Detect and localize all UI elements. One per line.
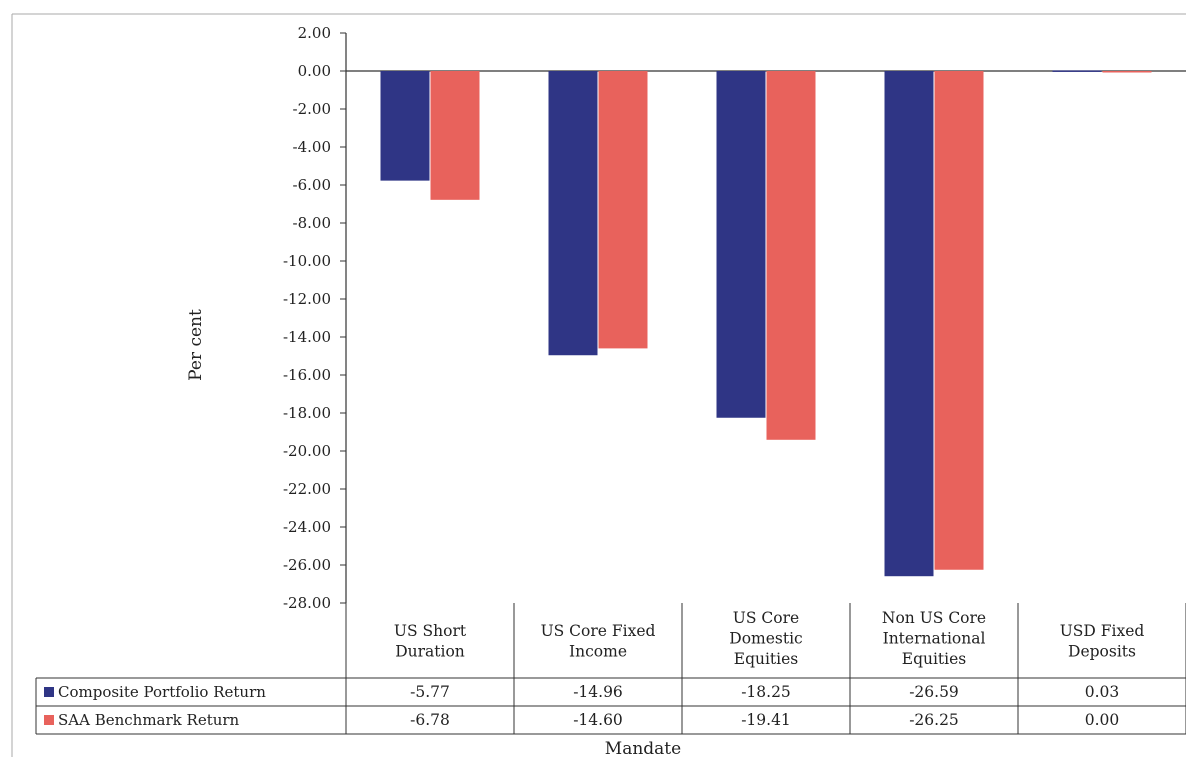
y-tick-label: -18.00 <box>283 404 331 422</box>
data-label: -5.77 <box>410 683 450 701</box>
x-tick-label: Equities <box>902 650 967 668</box>
x-tick-label: Income <box>569 643 627 661</box>
data-label: -26.25 <box>909 711 959 729</box>
x-axis-title: Mandate <box>605 739 681 757</box>
benchmark-bar-1 <box>598 71 648 349</box>
composite-bar-3 <box>884 71 934 577</box>
benchmark-bar-0 <box>430 71 480 200</box>
y-tick-label: -26.00 <box>283 556 331 574</box>
y-axis-title: Per cent <box>186 309 206 381</box>
data-label: -26.59 <box>909 683 959 701</box>
x-tick-label: Equities <box>734 650 799 668</box>
y-tick-label: -14.00 <box>283 328 331 346</box>
legend-label: SAA Benchmark Return <box>58 711 240 729</box>
y-tick-label: 0.00 <box>298 62 331 80</box>
benchmark-bar-3 <box>934 71 984 570</box>
x-tick-label: USD Fixed <box>1060 622 1145 640</box>
data-label: -18.25 <box>741 683 791 701</box>
y-tick-label: -2.00 <box>293 100 331 118</box>
legend-label: Composite Portfolio Return <box>58 683 266 701</box>
x-tick-label: Deposits <box>1068 643 1136 661</box>
x-tick-label: Domestic <box>729 630 802 648</box>
composite-bar-2 <box>716 71 766 418</box>
x-tick-label: Non US Core <box>882 609 986 627</box>
composite-bar-1 <box>548 71 598 356</box>
y-tick-label: -6.00 <box>293 176 331 194</box>
y-tick-label: -10.00 <box>283 252 331 270</box>
x-tick-label: Duration <box>395 643 465 661</box>
y-tick-label: -4.00 <box>293 138 331 156</box>
x-tick-label: International <box>883 630 986 648</box>
x-tick-label: US Short <box>394 622 467 640</box>
y-tick-label: -16.00 <box>283 366 331 384</box>
data-label: -6.78 <box>410 711 450 729</box>
legend-swatch <box>44 687 54 697</box>
y-tick-label: -24.00 <box>283 518 331 536</box>
composite-bar-4 <box>1052 70 1102 72</box>
data-label: 0.00 <box>1085 711 1120 729</box>
legend-swatch <box>44 715 54 725</box>
y-tick-label: -12.00 <box>283 290 331 308</box>
benchmark-bar-2 <box>766 71 816 440</box>
y-tick-label: -22.00 <box>283 480 331 498</box>
data-label: -19.41 <box>741 711 791 729</box>
x-tick-label: US Core Fixed <box>541 622 656 640</box>
y-tick-label: -8.00 <box>293 214 331 232</box>
y-tick-label: 2.00 <box>298 24 331 42</box>
data-label: 0.03 <box>1085 683 1120 701</box>
composite-bar-0 <box>380 71 430 181</box>
benchmark-bar-4 <box>1102 71 1152 73</box>
x-tick-label: US Core <box>733 609 799 627</box>
y-tick-label: -28.00 <box>283 594 331 612</box>
y-tick-label: -20.00 <box>283 442 331 460</box>
data-label: -14.60 <box>573 711 623 729</box>
data-label: -14.96 <box>573 683 623 701</box>
